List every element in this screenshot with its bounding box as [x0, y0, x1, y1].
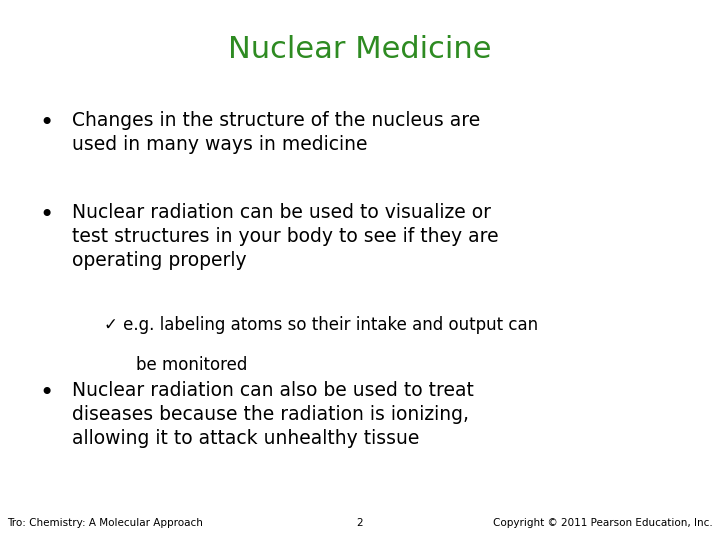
Text: 2: 2: [356, 518, 364, 528]
Text: •: •: [40, 111, 54, 134]
Text: Copyright © 2011 Pearson Education, Inc.: Copyright © 2011 Pearson Education, Inc.: [493, 518, 713, 528]
Text: •: •: [40, 202, 54, 226]
Text: Nuclear radiation can also be used to treat
diseases because the radiation is io: Nuclear radiation can also be used to tr…: [72, 381, 474, 448]
Text: Changes in the structure of the nucleus are
used in many ways in medicine: Changes in the structure of the nucleus …: [72, 111, 480, 154]
Text: Nuclear radiation can be used to visualize or
test structures in your body to se: Nuclear radiation can be used to visuali…: [72, 202, 499, 270]
Text: Nuclear Medicine: Nuclear Medicine: [228, 35, 492, 64]
Text: Tro: Chemistry: A Molecular Approach: Tro: Chemistry: A Molecular Approach: [7, 518, 203, 528]
Text: be monitored: be monitored: [115, 356, 248, 374]
Text: •: •: [40, 381, 54, 404]
Text: ✓ e.g. labeling atoms so their intake and output can: ✓ e.g. labeling atoms so their intake an…: [104, 316, 539, 334]
